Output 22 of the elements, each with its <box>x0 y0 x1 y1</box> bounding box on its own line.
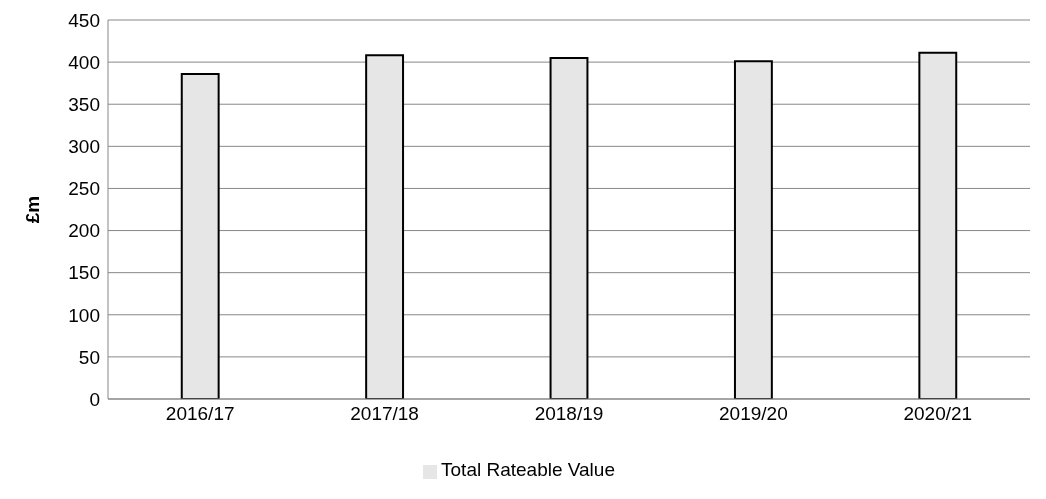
y-tick-label: 350 <box>68 93 100 115</box>
bar <box>549 56 589 399</box>
y-tick-label: 400 <box>68 51 100 73</box>
x-tick-label: 2017/18 <box>350 403 419 425</box>
x-tick-label: 2018/19 <box>534 403 604 425</box>
y-tick-label: 450 <box>68 9 100 31</box>
bar <box>733 60 773 399</box>
bar <box>365 54 405 399</box>
y-tick-label: 250 <box>68 178 100 200</box>
y-tick-label: 300 <box>68 136 100 158</box>
y-tick-label: 200 <box>68 220 100 242</box>
y-tick-label: 0 <box>89 388 100 410</box>
y-tick-label: 50 <box>78 346 100 368</box>
legend-label: Total Rateable Value <box>441 459 615 480</box>
y-tick-label: 100 <box>68 304 100 326</box>
bar <box>918 51 958 399</box>
bar <box>180 72 220 399</box>
x-tick-label: 2019/20 <box>719 403 788 425</box>
y-tick-label: 150 <box>68 262 100 284</box>
x-tick-label: 2016/17 <box>165 403 235 425</box>
y-axis-title: £m <box>21 195 43 224</box>
x-tick-label: 2020/21 <box>903 403 973 425</box>
